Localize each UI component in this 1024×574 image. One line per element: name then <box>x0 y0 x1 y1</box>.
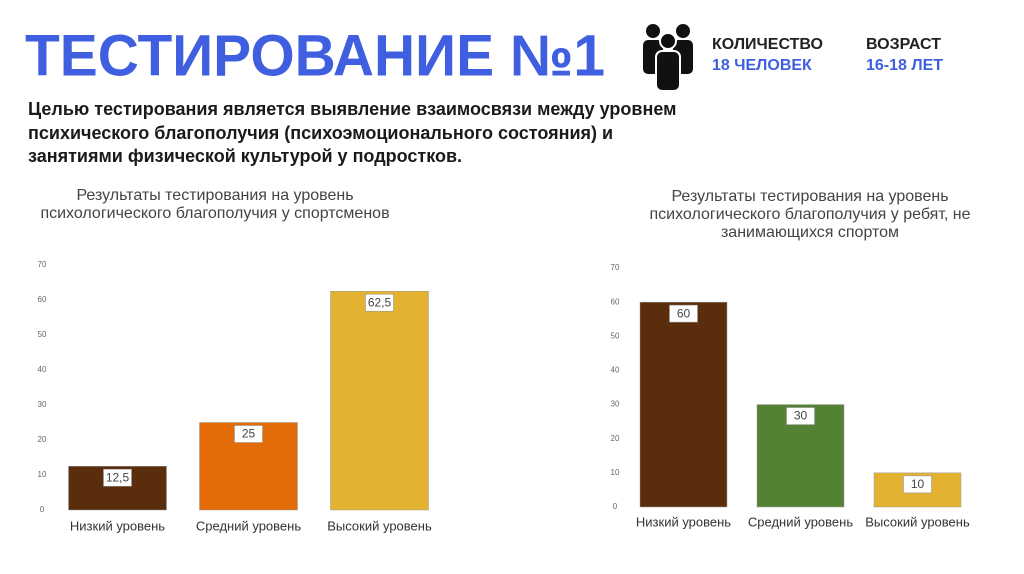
value-label: 60 <box>677 306 691 320</box>
y-tick-label: 10 <box>611 468 620 477</box>
chart-title: Результаты тестирования на уровень психо… <box>40 187 390 222</box>
value-label-box <box>365 293 394 312</box>
value-label-box <box>786 407 815 425</box>
value-label-box <box>234 425 263 443</box>
y-tick-label: 30 <box>38 400 47 409</box>
y-tick-label: 50 <box>611 331 620 340</box>
y-tick-label: 0 <box>613 502 618 511</box>
stat-label: ВОЗРАСТ <box>866 36 941 53</box>
y-tick-label: 40 <box>38 365 47 374</box>
chart-title: Результаты тестирования на уровень психо… <box>649 188 971 241</box>
y-tick-label: 60 <box>38 295 47 304</box>
y-tick-label: 10 <box>38 470 47 479</box>
y-tick-label: 50 <box>38 330 47 339</box>
y-tick-label: 0 <box>40 505 45 514</box>
y-tick-label: 20 <box>611 434 620 443</box>
x-tick-label: Высокий уровень <box>327 518 432 533</box>
value-label: 25 <box>242 427 256 441</box>
y-tick-label: 70 <box>38 260 47 269</box>
y-tick-label: 30 <box>611 400 620 409</box>
slide-title: ТЕСТИРОВАНИЕ №1 <box>25 23 605 88</box>
bar <box>639 301 728 508</box>
value-label-box <box>103 468 132 487</box>
bar <box>330 291 429 511</box>
value-label: 10 <box>911 477 925 491</box>
stat-value: 16-18 ЛЕТ <box>866 57 943 74</box>
x-tick-label: Низкий уровень <box>70 518 165 533</box>
x-tick-label: Высокий уровень <box>865 514 970 529</box>
stat-value: 18 ЧЕЛОВЕК <box>712 57 812 74</box>
x-tick-label: Средний уровень <box>748 514 853 529</box>
value-label: 62,5 <box>368 295 392 309</box>
x-tick-label: Низкий уровень <box>636 514 731 529</box>
description: Целью тестирования является выявление вз… <box>28 99 677 166</box>
y-tick-label: 40 <box>611 366 620 375</box>
value-label-box <box>903 475 932 494</box>
y-tick-label: 60 <box>611 297 620 306</box>
value-label: 30 <box>794 409 808 423</box>
value-label-box <box>669 304 698 323</box>
stat-label: КОЛИЧЕСТВО <box>712 36 823 53</box>
y-tick-label: 20 <box>38 435 47 444</box>
value-label: 12,5 <box>106 470 130 484</box>
x-tick-label: Средний уровень <box>196 518 301 533</box>
people-icon <box>643 24 693 92</box>
y-tick-label: 70 <box>611 263 620 272</box>
